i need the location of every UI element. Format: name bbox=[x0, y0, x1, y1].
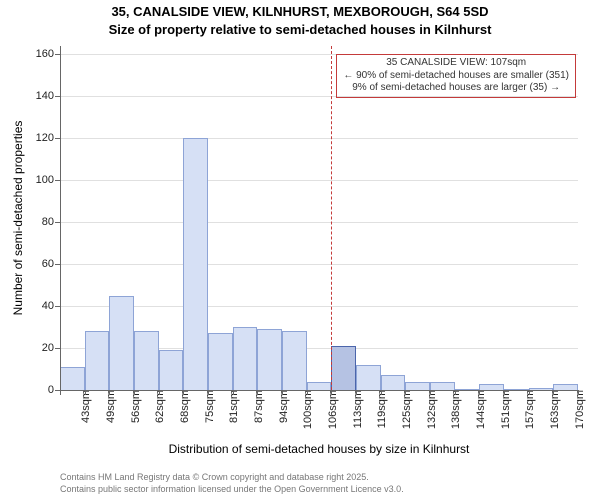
gridline bbox=[60, 222, 578, 223]
xtick-label: 100sqm bbox=[298, 390, 314, 429]
footer-line2: Contains public sector information licen… bbox=[60, 484, 404, 494]
ytick-label: 60 bbox=[42, 258, 60, 270]
histogram-bar bbox=[257, 329, 282, 390]
ytick-label: 0 bbox=[48, 384, 60, 396]
annotation-line: 9% of semi-detached houses are larger (3… bbox=[343, 82, 569, 95]
histogram-bar bbox=[208, 333, 233, 390]
x-axis-line bbox=[60, 390, 578, 391]
ytick-label: 160 bbox=[36, 48, 60, 60]
chart-container: { "title_line1": "35, CANALSIDE VIEW, KI… bbox=[0, 0, 600, 500]
histogram-bar bbox=[183, 138, 208, 390]
ytick-label: 120 bbox=[36, 132, 60, 144]
title-line1: 35, CANALSIDE VIEW, KILNHURST, MEXBOROUG… bbox=[0, 4, 600, 19]
histogram-bar bbox=[159, 350, 184, 390]
reference-line bbox=[331, 46, 332, 390]
gridline bbox=[60, 306, 578, 307]
histogram-bar bbox=[430, 382, 455, 390]
ytick-label: 40 bbox=[42, 300, 60, 312]
xtick-label: 132sqm bbox=[422, 390, 438, 429]
xtick-label: 163sqm bbox=[545, 390, 561, 429]
xtick-label: 125sqm bbox=[397, 390, 413, 429]
histogram-bar-highlight bbox=[331, 346, 356, 390]
plot-area: 02040608010012014016043sqm49sqm56sqm62sq… bbox=[60, 46, 578, 390]
histogram-bar bbox=[134, 331, 159, 390]
xtick-label: 157sqm bbox=[520, 390, 536, 429]
histogram-bar bbox=[356, 365, 381, 390]
histogram-bar bbox=[109, 296, 134, 390]
gridline bbox=[60, 180, 578, 181]
histogram-bar bbox=[85, 331, 110, 390]
ytick-label: 140 bbox=[36, 90, 60, 102]
x-axis-title: Distribution of semi-detached houses by … bbox=[60, 442, 578, 456]
title-line2: Size of property relative to semi-detach… bbox=[0, 22, 600, 37]
ytick-label: 20 bbox=[42, 342, 60, 354]
gridline bbox=[60, 138, 578, 139]
footer-line1: Contains HM Land Registry data © Crown c… bbox=[60, 472, 369, 482]
xtick-label: 119sqm bbox=[372, 390, 388, 428]
histogram-bar bbox=[381, 375, 406, 390]
histogram-bar bbox=[405, 382, 430, 390]
annotation-line: ← 90% of semi-detached houses are smalle… bbox=[343, 70, 569, 83]
histogram-bar bbox=[233, 327, 258, 390]
y-axis-title: Number of semi-detached properties bbox=[11, 121, 25, 316]
annotation-line: 35 CANALSIDE VIEW: 107sqm bbox=[343, 57, 569, 70]
histogram-bar bbox=[307, 382, 332, 390]
xtick-label: 151sqm bbox=[496, 390, 512, 429]
xtick-label: 106sqm bbox=[323, 390, 339, 429]
histogram-bar bbox=[60, 367, 85, 390]
xtick-label: 113sqm bbox=[348, 390, 364, 428]
xtick-label: 170sqm bbox=[570, 390, 586, 429]
annotation-box: 35 CANALSIDE VIEW: 107sqm← 90% of semi-d… bbox=[336, 54, 576, 98]
xtick-label: 144sqm bbox=[471, 390, 487, 429]
gridline bbox=[60, 264, 578, 265]
ytick-label: 100 bbox=[36, 174, 60, 186]
y-axis-line bbox=[60, 46, 61, 390]
xtick-mark bbox=[578, 390, 579, 395]
histogram-bar bbox=[282, 331, 307, 390]
ytick-label: 80 bbox=[42, 216, 60, 228]
xtick-label: 138sqm bbox=[446, 390, 462, 429]
